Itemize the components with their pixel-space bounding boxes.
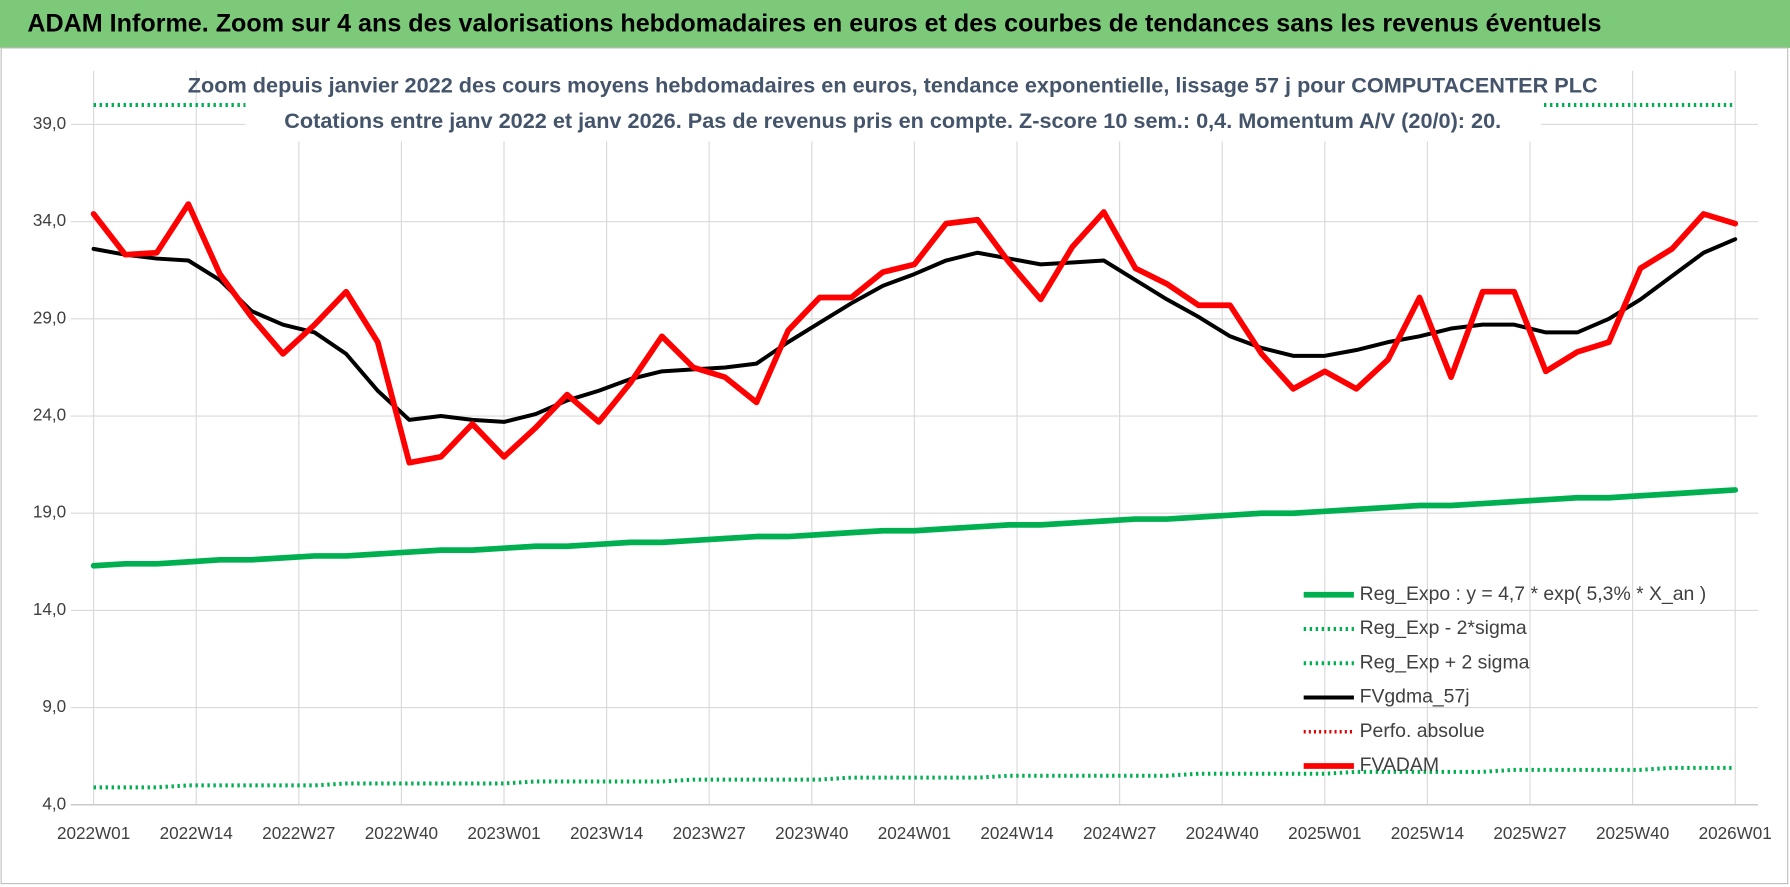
x-tick-label: 2025W27 bbox=[1493, 824, 1566, 843]
legend-label: Reg_Exp + 2 sigma bbox=[1360, 651, 1530, 673]
legend-label: Perfo. absolue bbox=[1360, 720, 1485, 742]
y-tick-label: 24,0 bbox=[33, 406, 66, 425]
legend-label: Reg_Expo : y = 4,7 * exp( 5,3% * X_an ) bbox=[1360, 583, 1707, 605]
legend-label: FVgdma_57j bbox=[1360, 686, 1470, 708]
x-tick-label: 2022W40 bbox=[365, 824, 438, 843]
x-tick-label: 2024W27 bbox=[1083, 824, 1156, 843]
series-line bbox=[91, 237, 1738, 424]
x-tick-label: 2023W01 bbox=[467, 824, 540, 843]
x-tick-label: 2025W14 bbox=[1391, 824, 1465, 843]
title-banner bbox=[0, 0, 1790, 48]
y-tick-label: 29,0 bbox=[33, 308, 66, 327]
chart-frame bbox=[0, 47, 1789, 885]
x-tick-label: 2022W14 bbox=[160, 824, 234, 843]
grid: 4,0 9,0 14,0 19,0 24,0 29,0 34,0 39,0 2022W01 202… bbox=[33, 70, 1772, 843]
x-tick-label: 2022W27 bbox=[262, 824, 335, 843]
y-tick-label: 39,0 bbox=[33, 114, 66, 133]
x-tick-label: 2024W40 bbox=[1186, 824, 1259, 843]
y-tick-label: 19,0 bbox=[33, 503, 66, 522]
legend-label: Reg_Exp - 2*sigma bbox=[1360, 617, 1527, 639]
x-tick-label: 2025W40 bbox=[1596, 824, 1669, 843]
x-tick-label: 2023W27 bbox=[673, 824, 746, 843]
series-line bbox=[90, 487, 1739, 569]
y-tick-label: 9,0 bbox=[42, 697, 66, 716]
x-tick-label: 2024W01 bbox=[878, 824, 951, 843]
series-line bbox=[93, 765, 1736, 790]
page-title: ADAM Informe. Zoom sur 4 ans des valoris… bbox=[27, 10, 1601, 38]
legend: Reg_Expo : y = 4,7 * exp( 5,3% * X_an ) R… bbox=[1303, 583, 1707, 776]
x-tick-label: 2025W01 bbox=[1288, 824, 1361, 843]
x-tick-label: 2024W14 bbox=[980, 824, 1054, 843]
subtitle-box bbox=[245, 66, 1542, 142]
x-tick-label: 2023W14 bbox=[570, 824, 644, 843]
y-tick-label: 4,0 bbox=[42, 794, 66, 813]
subtitle: Cotations entre janv 2022 et janv 2026. … bbox=[284, 108, 1501, 133]
y-tick-label: 34,0 bbox=[33, 211, 66, 230]
x-tick-label: 2023W40 bbox=[775, 824, 848, 843]
y-tick-label: 14,0 bbox=[33, 600, 66, 619]
x-tick-label: 2026W01 bbox=[1699, 824, 1772, 843]
x-tick-label: 2022W01 bbox=[57, 824, 130, 843]
subtitle: Zoom depuis janvier 2022 des cours moyen… bbox=[188, 72, 1598, 97]
series-line bbox=[90, 201, 1739, 466]
legend-label: FVADAM bbox=[1360, 754, 1439, 776]
